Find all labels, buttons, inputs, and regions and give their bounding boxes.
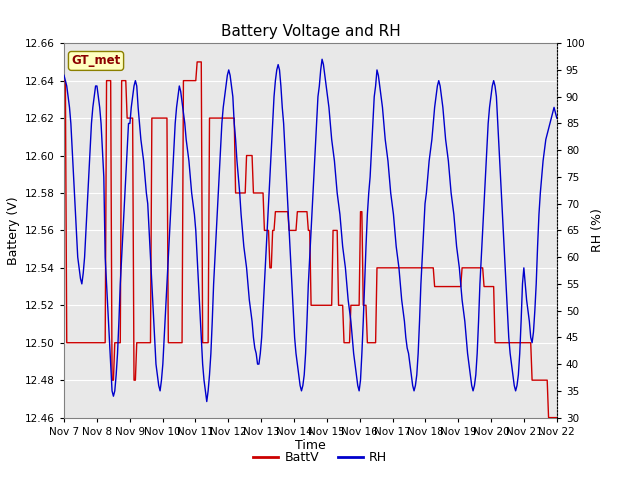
Text: GT_met: GT_met <box>72 54 121 67</box>
X-axis label: Time: Time <box>295 439 326 453</box>
Title: Battery Voltage and RH: Battery Voltage and RH <box>221 24 400 39</box>
Legend: BattV, RH: BattV, RH <box>248 446 392 469</box>
Y-axis label: RH (%): RH (%) <box>591 208 604 252</box>
Y-axis label: Battery (V): Battery (V) <box>6 196 20 264</box>
